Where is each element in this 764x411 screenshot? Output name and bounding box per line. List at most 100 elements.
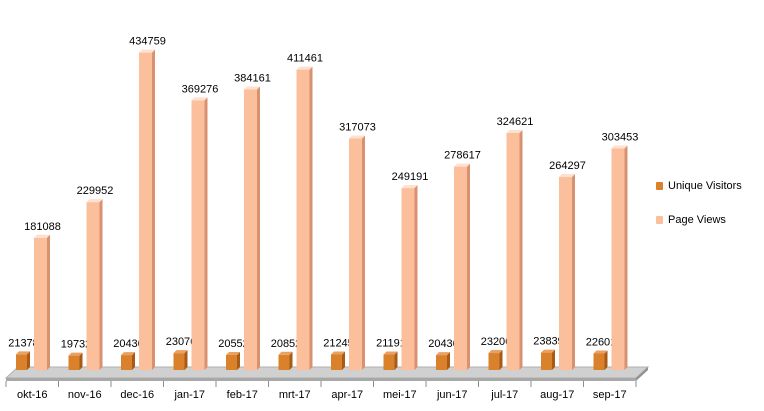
bar-side: [237, 351, 240, 370]
legend-item-unique-visitors: Unique Visitors: [656, 176, 764, 196]
bar-side: [152, 49, 155, 370]
bar: [436, 355, 447, 370]
bar: [541, 352, 552, 370]
bar-top: [401, 185, 418, 189]
data-label: 21245: [323, 337, 354, 349]
bar: [383, 354, 395, 370]
x-tick-label: apr-17: [331, 389, 363, 401]
bar: [331, 354, 342, 370]
bar-top: [559, 174, 575, 178]
bar-side: [624, 145, 628, 370]
data-label: 324621: [497, 116, 534, 128]
bar: [139, 52, 152, 370]
bar-top: [506, 130, 523, 134]
data-label: 278617: [444, 150, 481, 162]
x-tick-label: nov-16: [68, 389, 102, 401]
data-label: 384161: [234, 73, 271, 85]
bar: [173, 353, 185, 370]
data-label: 249191: [392, 171, 429, 183]
bar-top: [436, 352, 450, 356]
bar-top: [191, 97, 208, 101]
bar-top: [139, 49, 155, 53]
x-tick-label: jun-17: [436, 389, 468, 401]
bar-side: [309, 66, 313, 370]
bar-top: [34, 234, 50, 238]
bar-side: [289, 351, 293, 370]
bar: [506, 133, 520, 370]
x-tick-label: feb-17: [227, 389, 258, 401]
data-label: 23076: [166, 336, 197, 348]
bar: [191, 100, 205, 370]
chart-legend: Unique Visitors Page Views: [656, 176, 764, 244]
bar-top: [278, 351, 293, 355]
bar-side: [604, 350, 608, 370]
x-tick-label: okt-16: [17, 389, 48, 401]
bar-top: [226, 351, 240, 355]
bar-top: [16, 351, 30, 355]
data-label: 21191: [376, 338, 406, 350]
legend-swatch-page-views: [656, 216, 663, 224]
bar: [16, 354, 27, 370]
bar-top: [454, 163, 470, 167]
bar-side: [467, 163, 470, 370]
data-label: 20852: [271, 338, 302, 350]
bar-side: [79, 352, 83, 370]
bar-side: [414, 185, 418, 370]
bar-side: [362, 135, 365, 370]
bar-side: [27, 351, 30, 370]
x-tick-label: mei-17: [383, 389, 417, 401]
bar: [226, 354, 237, 370]
chart-floor-front: [6, 378, 636, 381]
bar-top: [541, 349, 555, 353]
data-label: 434759: [129, 36, 166, 48]
data-label: 411461: [287, 53, 323, 65]
bar: [401, 188, 415, 370]
bar-side: [572, 174, 575, 370]
bar-side: [394, 351, 398, 370]
x-tick-label: mrt-17: [279, 389, 311, 401]
bar: [244, 89, 257, 370]
bar-side: [132, 352, 135, 370]
bar-top: [244, 86, 260, 90]
bar-side: [552, 349, 555, 370]
bar: [121, 355, 132, 370]
bar: [559, 177, 572, 370]
data-label: 229952: [77, 185, 114, 197]
bar: [296, 69, 310, 370]
bar-side: [342, 351, 345, 370]
data-label: 23206: [481, 336, 512, 348]
data-label: 303453: [602, 131, 639, 143]
bar: [593, 353, 605, 370]
bar-side: [47, 234, 50, 370]
bar: [611, 148, 625, 370]
bar-side: [519, 130, 523, 370]
bar-side: [499, 350, 503, 370]
x-tick-label: jul-17: [490, 389, 518, 401]
bar-top: [296, 66, 313, 70]
bar: [86, 202, 100, 370]
bar-top: [593, 350, 608, 354]
x-tick-label: sep-17: [593, 389, 627, 401]
bar: [349, 138, 362, 370]
bar-top: [383, 351, 398, 355]
data-label: 20436: [428, 338, 459, 350]
bar-top: [349, 135, 365, 139]
data-label: 264297: [549, 160, 586, 172]
x-tick-label: jan-17: [173, 389, 205, 401]
bar: [34, 237, 47, 370]
data-label: 21378: [8, 337, 39, 349]
bar: [68, 355, 80, 370]
bar-top: [121, 352, 135, 356]
data-label: 369276: [182, 83, 219, 95]
bar-side: [257, 86, 260, 370]
legend-label-unique-visitors: Unique Visitors: [668, 180, 742, 192]
bar-top: [611, 145, 628, 149]
bar-side: [99, 199, 103, 370]
bar-top: [331, 351, 345, 355]
data-label: 181088: [24, 221, 61, 233]
bar-side: [204, 97, 208, 370]
data-label: 23839: [533, 336, 564, 348]
bar-side: [184, 350, 188, 370]
bar-top: [173, 350, 188, 354]
